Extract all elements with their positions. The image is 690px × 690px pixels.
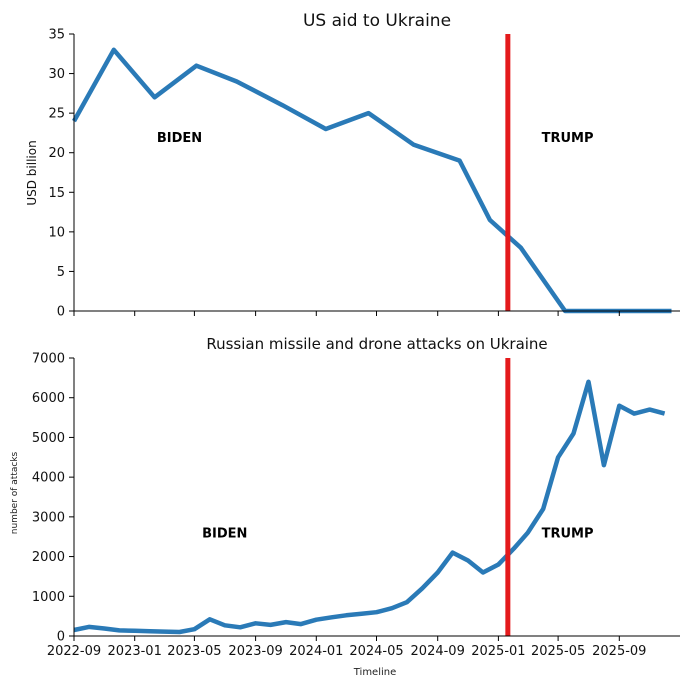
bottom-y-axis-label: number of attacks xyxy=(10,451,20,534)
x-tick-label: 2025-01 xyxy=(471,644,525,659)
attacks-panel: Russian missile and drone attacks on Ukr… xyxy=(10,335,680,678)
y-tick-label: 3000 xyxy=(32,510,65,525)
era-annotation: TRUMP xyxy=(542,131,594,146)
y-tick-label: 2000 xyxy=(32,550,65,565)
x-tick-label: 2024-09 xyxy=(411,644,465,659)
series-line xyxy=(72,47,672,314)
y-tick-label: 20 xyxy=(48,146,65,161)
x-tick-label: 2024-01 xyxy=(289,644,343,659)
y-tick-label: 4000 xyxy=(32,471,65,486)
x-axis-label: Timeline xyxy=(353,667,397,678)
bottom-chart-title: Russian missile and drone attacks on Ukr… xyxy=(206,335,547,353)
y-tick-label: 0 xyxy=(57,305,65,320)
top-chart-title: US aid to Ukraine xyxy=(303,11,451,31)
y-tick-label: 0 xyxy=(57,630,65,645)
y-tick-label: 5000 xyxy=(32,431,65,446)
era-annotation: TRUMP xyxy=(542,527,594,542)
x-tick-label: 2024-05 xyxy=(349,644,403,659)
y-tick-label: 30 xyxy=(48,67,65,82)
y-tick-label: 10 xyxy=(48,225,65,240)
y-tick-label: 6000 xyxy=(32,391,65,406)
top-y-axis-label: USD billion xyxy=(25,140,39,205)
y-tick-label: 15 xyxy=(48,186,65,201)
x-tick-label: 2025-09 xyxy=(592,644,646,659)
y-tick-label: 5 xyxy=(57,265,65,280)
era-annotation: BIDEN xyxy=(157,131,202,146)
era-annotation: BIDEN xyxy=(202,527,247,542)
us-aid-panel: US aid to Ukraine USD billion BIDEN TRUMP… xyxy=(25,11,680,320)
x-tick-label: 2023-05 xyxy=(167,644,221,659)
y-tick-label: 7000 xyxy=(32,352,65,367)
y-tick-label: 1000 xyxy=(32,590,65,605)
y-tick-label: 25 xyxy=(48,107,65,122)
x-tick-label: 2025-05 xyxy=(531,644,585,659)
x-tick-label: 2022-09 xyxy=(47,644,101,659)
x-tick-label: 2023-01 xyxy=(108,644,162,659)
y-tick-label: 35 xyxy=(48,28,65,43)
x-tick-label: 2023-09 xyxy=(228,644,282,659)
series-line xyxy=(73,379,666,635)
